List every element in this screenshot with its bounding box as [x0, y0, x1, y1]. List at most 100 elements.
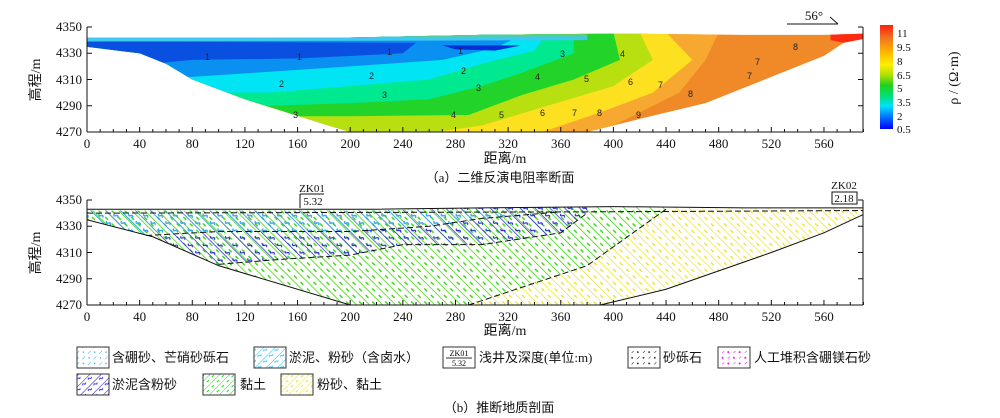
panel-a-axes	[86, 26, 864, 133]
contour-label: 6	[628, 77, 633, 87]
ytick: 4330	[56, 45, 82, 60]
contour-label: 1	[205, 52, 210, 62]
xtick: 400	[604, 309, 624, 324]
ytick: 4310	[56, 72, 82, 87]
legend-item: 人工堆积含硼镁石砂	[717, 346, 871, 369]
legend-label: 砂砾石	[663, 350, 702, 365]
contour-label: 8	[688, 89, 693, 99]
legend-swatch	[253, 346, 287, 369]
contour-label: 9	[636, 110, 641, 120]
colorbar-tick: 0.5	[897, 124, 911, 136]
contour-label: 7	[755, 57, 760, 67]
colorbar-tick: 3.5	[897, 97, 911, 109]
legend-well-depth: 5.32	[452, 359, 466, 368]
panel-b-yticks: 4350 4330 4310 4290 4270	[56, 192, 82, 312]
xtick: 520	[762, 136, 782, 151]
legend-well-name: ZK01	[450, 349, 469, 358]
panel-b-axes	[86, 199, 864, 306]
colorbar-tick: 11	[897, 28, 908, 40]
colorbar-title: ρ / (Ω·m)	[947, 51, 962, 104]
legend: 含硼砂、芒硝砂砾石 淤泥、粉砂（含卤水） ZK01 5.32 浅井及深度(单位:…	[76, 346, 871, 396]
colorbar-tick: 8	[897, 56, 903, 68]
contour-labels: 1 1 1 1 2 2 2 3 3 3 3 4 4 4 5 5 6 6 7 7 …	[205, 42, 798, 120]
legend-swatch	[202, 373, 236, 396]
contour-label: 2	[279, 79, 284, 89]
legend-swatch	[627, 346, 661, 369]
legend-item: 淤泥含粉砂	[76, 373, 177, 396]
xtick: 480	[709, 136, 729, 151]
ytick: 4350	[56, 19, 82, 34]
contour-label: 3	[293, 110, 298, 120]
xtick: 440	[656, 309, 676, 324]
xtick: 120	[235, 136, 255, 151]
contour-label: 2	[461, 66, 466, 76]
layer-mud-brine	[87, 211, 588, 236]
xtick: 480	[709, 309, 729, 324]
panel-b-caption: （b）推断地质剖面	[444, 400, 555, 415]
xtick: 560	[814, 309, 834, 324]
xtick: 0	[84, 309, 91, 324]
well-depth: 2.18	[834, 193, 854, 205]
well-zk01: ZK01 5.32	[299, 183, 325, 208]
dip-indicator: 56°	[787, 8, 839, 25]
xtick: 80	[186, 309, 199, 324]
contour-label: 3	[476, 83, 481, 93]
xtick: 280	[446, 136, 466, 151]
panel-a-xticks: 0 40 80 120 160 200 240 280 320 360 400 440 480 520 56…	[84, 136, 834, 151]
well-zk02: ZK02 2.18	[831, 180, 858, 205]
panel-a-ylabel: 高程/m	[27, 59, 44, 102]
layer-borax-gravel	[87, 207, 588, 212]
resistivity-section	[87, 33, 864, 133]
legend-item: 黏土	[202, 373, 266, 396]
xtick: 240	[393, 309, 413, 324]
panel-a-xlabel: 距离/m	[484, 150, 527, 167]
band-11	[830, 33, 864, 46]
legend-label: 淤泥含粉砂	[112, 377, 177, 392]
xtick: 0	[84, 136, 91, 151]
contour-label: 8	[793, 42, 798, 52]
legend-swatch	[76, 346, 110, 369]
xtick: 320	[498, 136, 518, 151]
geologic-section	[87, 206, 864, 306]
colorbar-tick: 9.5	[897, 42, 911, 54]
colorbar-tick: 2	[897, 111, 903, 123]
dip-label: 56°	[805, 8, 823, 23]
ytick: 4290	[56, 98, 82, 113]
xtick: 320	[498, 309, 518, 324]
contour-label: 1	[458, 46, 463, 56]
panel-b-xticks: 0 40 80 120 160 200 240 280 320 360 400 440 480 520 56…	[84, 309, 834, 324]
legend-label: 人工堆积含硼镁石砂	[754, 350, 871, 365]
contour-label: 4	[451, 110, 456, 120]
xtick: 80	[186, 136, 199, 151]
xtick: 360	[551, 136, 571, 151]
panel-a-caption: （a）二维反演电阻率断面	[426, 170, 575, 185]
xtick: 280	[446, 309, 466, 324]
legend-item: 淤泥、粉砂（含卤水）	[253, 346, 419, 369]
panel-b-ylabel: 高程/m	[27, 232, 44, 275]
contour-label: 7	[658, 80, 663, 90]
xtick: 200	[340, 136, 360, 151]
layer-boundaries	[87, 207, 863, 305]
xtick: 120	[235, 309, 255, 324]
legend-swatch	[717, 346, 751, 369]
contour-label: 6	[540, 108, 545, 118]
contour-label: 5	[499, 110, 504, 120]
xtick: 160	[288, 309, 308, 324]
colorbar-tick: 6.5	[897, 70, 911, 82]
xtick: 40	[133, 136, 146, 151]
ytick: 4310	[56, 245, 82, 260]
xtick: 520	[762, 309, 782, 324]
colorbar: 11 9.5 8 6.5 5 3.5 2 0.5 ρ / (Ω·m)	[880, 25, 962, 136]
ytick: 4270	[56, 297, 82, 312]
legend-item: ZK01 5.32 浅井及深度(单位:m)	[442, 346, 592, 369]
well-name: ZK02	[831, 180, 857, 192]
panel-b-xlabel: 距离/m	[484, 322, 527, 339]
contour-label: 5	[584, 74, 589, 84]
legend-label: 含硼砂、芒硝砂砾石	[112, 350, 229, 365]
contour-label: 3	[560, 49, 565, 59]
legend-label: 粉砂、黏土	[317, 377, 382, 392]
xtick: 200	[340, 309, 360, 324]
contour-label: 7	[747, 71, 752, 81]
legend-swatch	[76, 373, 110, 396]
xtick: 40	[133, 309, 146, 324]
